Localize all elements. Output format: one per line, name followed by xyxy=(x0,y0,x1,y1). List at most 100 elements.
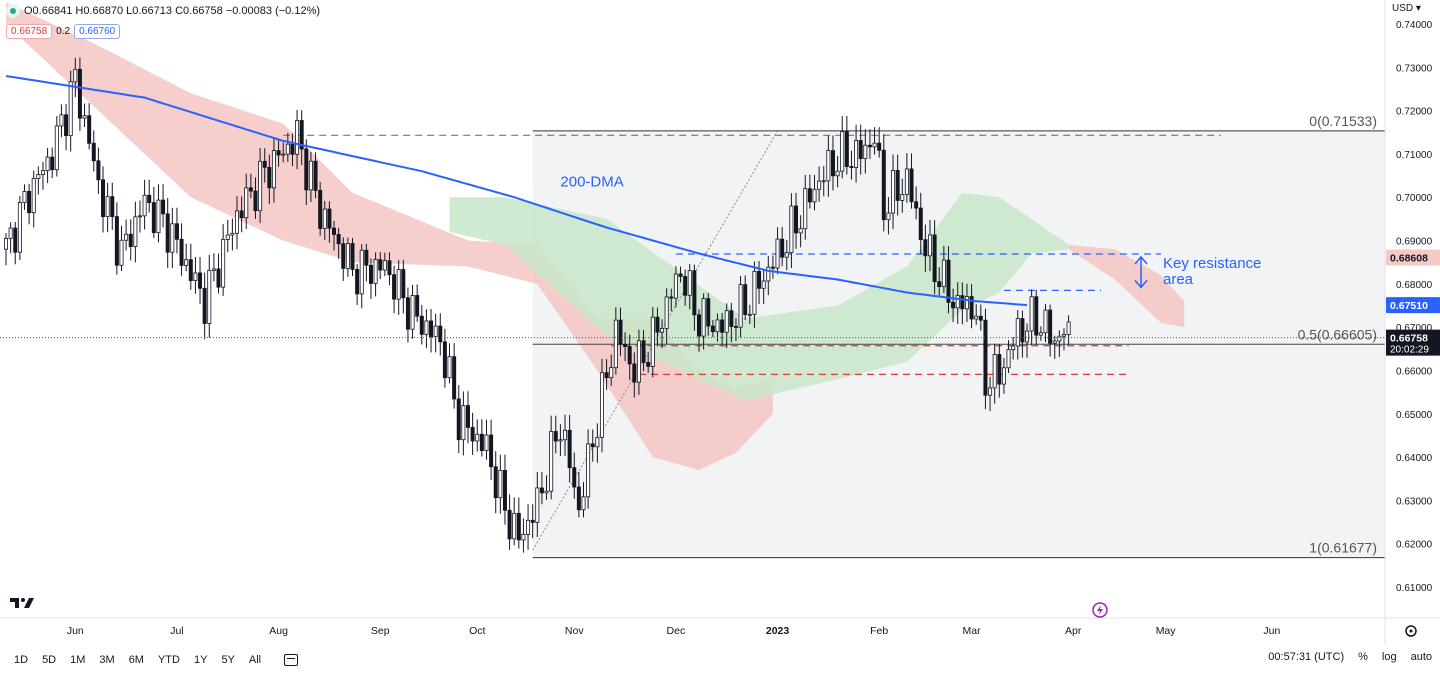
candle-body xyxy=(844,131,849,167)
candle-body xyxy=(581,496,586,511)
percent-toggle[interactable]: % xyxy=(1358,651,1368,663)
currency-selector[interactable]: USD ▾ xyxy=(1392,3,1421,14)
candle-body xyxy=(119,239,124,266)
candle-body xyxy=(780,238,785,258)
bar-countdown: 20:02:29 xyxy=(1390,345,1429,356)
candle-body xyxy=(775,238,780,269)
candle-body xyxy=(849,166,854,168)
candle-body xyxy=(599,372,604,438)
candle-body xyxy=(438,325,443,343)
candle-body xyxy=(452,356,457,400)
candle-body xyxy=(1025,330,1030,343)
status-dot-icon xyxy=(6,4,20,18)
candle-body xyxy=(655,316,660,333)
lightning-bolt-icon xyxy=(1097,605,1103,615)
x-tick-label: Dec xyxy=(667,625,686,637)
candle-body xyxy=(817,180,822,190)
candle-body xyxy=(650,316,655,367)
candle-body xyxy=(174,223,179,240)
candle-body xyxy=(867,144,872,148)
indicator-value-1: 0.66758 xyxy=(6,24,53,39)
range-button[interactable]: 1M xyxy=(70,653,86,666)
candle-body xyxy=(498,469,503,499)
candle-body xyxy=(433,325,438,338)
candle-body xyxy=(715,319,720,333)
candle-body xyxy=(526,519,531,535)
candle-body xyxy=(701,298,706,337)
candle-body xyxy=(313,160,318,191)
candle-body xyxy=(239,210,244,219)
candle-body xyxy=(1011,345,1016,350)
candle-body xyxy=(586,443,591,498)
x-tick-label: Mar xyxy=(963,625,982,637)
chart-canvas[interactable]: 0(0.71533) 0.5(0.66605) 1(0.61677) 200-DMA K… xyxy=(0,0,1440,645)
range-button[interactable]: 5D xyxy=(42,653,57,666)
candle-body xyxy=(244,187,249,219)
candle-body xyxy=(299,120,304,150)
candle-body xyxy=(563,429,568,441)
auto-toggle[interactable]: auto xyxy=(1410,651,1432,663)
logo-t-shape xyxy=(10,598,19,608)
candle-body xyxy=(1038,332,1043,336)
candle-body xyxy=(673,273,678,299)
candle-body xyxy=(1006,349,1011,369)
range-button[interactable]: All xyxy=(248,653,262,666)
candle-body xyxy=(733,326,738,328)
candle-body xyxy=(4,237,9,250)
candle-body xyxy=(8,227,13,239)
candle-body xyxy=(988,387,993,396)
candle-body xyxy=(955,295,960,309)
range-button[interactable]: 5Y xyxy=(221,653,235,666)
candle-body xyxy=(535,487,540,523)
candle-body xyxy=(1048,309,1053,344)
candle-body xyxy=(992,354,997,389)
candle-body xyxy=(669,296,674,299)
candle-body xyxy=(336,234,341,245)
candle-body xyxy=(221,238,226,288)
cloud-value-tag-bg xyxy=(1386,249,1440,266)
last-price-tag: 0.66758 xyxy=(1390,333,1428,345)
candle-body xyxy=(1057,335,1062,342)
candle-body xyxy=(170,223,175,253)
candle-body xyxy=(724,310,729,333)
log-toggle[interactable]: log xyxy=(1381,651,1397,663)
candle-body xyxy=(678,273,683,277)
candle-body xyxy=(327,208,332,229)
candle-body xyxy=(946,259,951,303)
candle-body xyxy=(87,115,92,144)
candle-body xyxy=(392,274,397,300)
candle-body xyxy=(350,243,355,270)
candle-body xyxy=(1061,334,1066,337)
candle-body xyxy=(941,259,946,288)
candle-body xyxy=(475,433,480,442)
candle-body xyxy=(304,148,309,191)
candle-body xyxy=(590,443,595,448)
candle-body xyxy=(415,295,420,317)
candle-body xyxy=(932,234,937,283)
range-button[interactable]: YTD xyxy=(157,653,180,666)
x-tick-label: Oct xyxy=(469,625,485,637)
candle-body xyxy=(1052,340,1057,344)
range-button[interactable]: 3M xyxy=(99,653,115,666)
candle-body xyxy=(40,170,45,175)
range-button[interactable]: 6M xyxy=(128,653,144,666)
candle-body xyxy=(840,131,845,172)
y-tick-label: 0.67000 xyxy=(1396,323,1433,334)
utc-clock[interactable]: 00:57:31 (UTC) xyxy=(1268,651,1345,663)
range-button[interactable]: 1Y xyxy=(193,653,208,666)
y-tick-label: 0.68000 xyxy=(1396,280,1433,291)
y-tick-label: 0.65000 xyxy=(1396,410,1433,421)
y-tick-label: 0.70000 xyxy=(1396,193,1433,204)
candle-body xyxy=(632,363,637,383)
candle-body xyxy=(646,362,651,367)
candle-body xyxy=(59,114,64,127)
candle-body xyxy=(322,208,327,229)
candle-body xyxy=(798,228,803,234)
candle-body xyxy=(151,202,156,234)
candle-body xyxy=(729,310,734,327)
calendar-range-icon[interactable] xyxy=(284,653,299,666)
candle-body xyxy=(230,232,235,236)
ohlc-text: O0.66841 H0.66870 L0.66713 C0.66758 −0.0… xyxy=(24,5,321,17)
candle-body xyxy=(1066,321,1071,335)
range-button[interactable]: 1D xyxy=(14,653,29,666)
